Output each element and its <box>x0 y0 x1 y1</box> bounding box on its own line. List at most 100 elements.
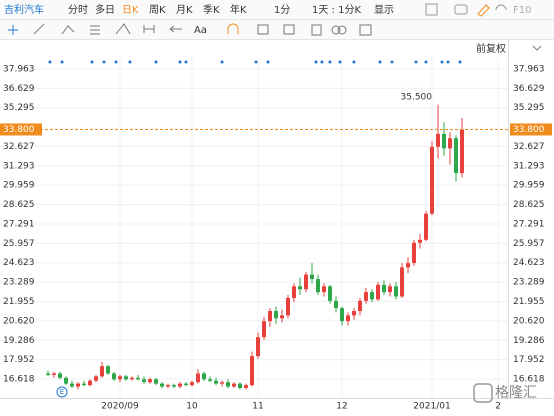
candle-body <box>160 383 164 387</box>
x-tick-label: 2021/01 <box>413 402 450 412</box>
candle-body <box>352 311 356 316</box>
link-icon[interactable] <box>495 4 507 11</box>
x-tick-label: 2 <box>495 402 501 412</box>
y-tick-label: 25.957 <box>3 239 35 249</box>
tab[interactable]: 分时 <box>68 4 88 16</box>
last-price-label: 33.800 <box>513 125 545 135</box>
x-tick-label: 12 <box>336 402 347 412</box>
y-tick-label: 29.959 <box>513 181 545 191</box>
lock-icon[interactable] <box>257 24 269 35</box>
candle-body <box>250 356 254 386</box>
candle-body <box>196 373 200 383</box>
y-tick-label: 32.627 <box>513 142 545 152</box>
candle-body <box>370 292 374 300</box>
camera-icon[interactable] <box>454 4 468 15</box>
candle-body <box>358 300 362 312</box>
candle-body <box>100 366 104 377</box>
candle-body <box>316 279 320 293</box>
y-tick-label: 35.295 <box>513 103 545 113</box>
move-icon[interactable] <box>8 25 18 35</box>
tab[interactable]: 日K <box>122 5 139 16</box>
magnet-icon[interactable] <box>227 23 239 34</box>
y-tick-label: 29.959 <box>3 181 35 191</box>
watermark: 格隆汇 <box>473 383 537 403</box>
poly-icon[interactable] <box>61 25 75 35</box>
y-tick-label: 36.629 <box>3 84 35 94</box>
display[interactable]: 显示 <box>374 4 394 16</box>
checkbox[interactable] <box>425 3 438 16</box>
candle-body <box>166 385 170 387</box>
candle-body <box>448 138 452 149</box>
eye-icon[interactable] <box>283 24 295 35</box>
y-tick-label: 25.957 <box>513 239 545 249</box>
tabs: 分时 多日 日K 周K 月K 季K 年K <box>68 3 247 16</box>
tab[interactable]: 月K <box>176 4 193 16</box>
y-tick-label: 19.286 <box>513 336 545 346</box>
link-a[interactable] <box>331 25 341 35</box>
y-tick-label: 35.295 <box>3 103 35 113</box>
candle-body <box>382 284 386 293</box>
trash-icon[interactable] <box>311 24 322 36</box>
period[interactable]: 1天 : 1分K <box>312 4 361 16</box>
range-icon[interactable] <box>143 25 155 33</box>
lines-icon[interactable] <box>90 25 100 35</box>
candle-body <box>220 382 224 384</box>
y-tick-label: 17.952 <box>513 355 545 365</box>
candle-body <box>130 377 134 380</box>
x-tick-label: 11 <box>252 402 263 412</box>
candle-body <box>328 286 332 301</box>
candle-body <box>262 321 266 338</box>
y-tick-label: 31.293 <box>3 161 35 171</box>
stock-name[interactable]: 吉利汽车 <box>4 3 44 16</box>
candle-body <box>94 376 98 381</box>
candle-body <box>214 380 218 384</box>
y-tick-label: 28.625 <box>3 200 35 210</box>
y-tick-label: 19.286 <box>3 336 35 346</box>
layer-icon[interactable] <box>359 24 372 36</box>
tab[interactable]: 季K <box>203 4 220 16</box>
line-icon[interactable] <box>33 23 45 35</box>
tab[interactable]: 多日 <box>95 3 115 16</box>
candle-body <box>340 308 344 322</box>
candle-body <box>52 373 56 375</box>
collapse-icon[interactable] <box>532 45 542 51</box>
event-marker[interactable] <box>56 386 68 398</box>
candle-body <box>208 379 212 381</box>
candle-body <box>154 379 158 384</box>
candle-body <box>430 146 434 214</box>
tab[interactable]: 年K <box>230 3 247 16</box>
y-tick-label: 24.623 <box>3 258 35 268</box>
y-tick-label: 20.620 <box>513 316 545 326</box>
f10[interactable]: F10 <box>513 5 531 16</box>
y-tick-label: 37.963 <box>513 64 545 74</box>
interval[interactable]: 1分 <box>274 4 290 16</box>
candle-body <box>238 383 242 388</box>
pen-icon[interactable] <box>477 4 490 17</box>
candle-body <box>424 213 428 240</box>
arrow-icon[interactable] <box>169 25 182 33</box>
candle-body <box>226 382 230 387</box>
candle-body <box>304 274 308 290</box>
last-price-box <box>0 123 42 136</box>
last-price-box <box>510 123 552 136</box>
candle-body <box>76 383 80 387</box>
candle-body <box>292 286 296 298</box>
candle-body <box>256 337 260 357</box>
y-tick-label: 28.625 <box>513 200 545 210</box>
candle-body <box>322 286 326 293</box>
link-b[interactable] <box>337 25 347 35</box>
tab[interactable]: 周K <box>149 4 166 16</box>
candle-body <box>58 373 62 378</box>
x-tick-label: 10 <box>186 402 198 412</box>
candle-body <box>184 383 188 386</box>
y-tick-label: 23.289 <box>513 278 545 288</box>
wave-icon[interactable] <box>115 23 131 35</box>
y-tick-label: 23.289 <box>3 278 35 288</box>
candle-body <box>454 138 458 174</box>
event-dots <box>48 60 462 64</box>
y-tick-label: 16.618 <box>513 375 545 385</box>
adjust[interactable]: 前复权 <box>476 42 506 55</box>
font-icon[interactable]: Aa <box>194 25 207 36</box>
candle-body <box>142 379 146 383</box>
